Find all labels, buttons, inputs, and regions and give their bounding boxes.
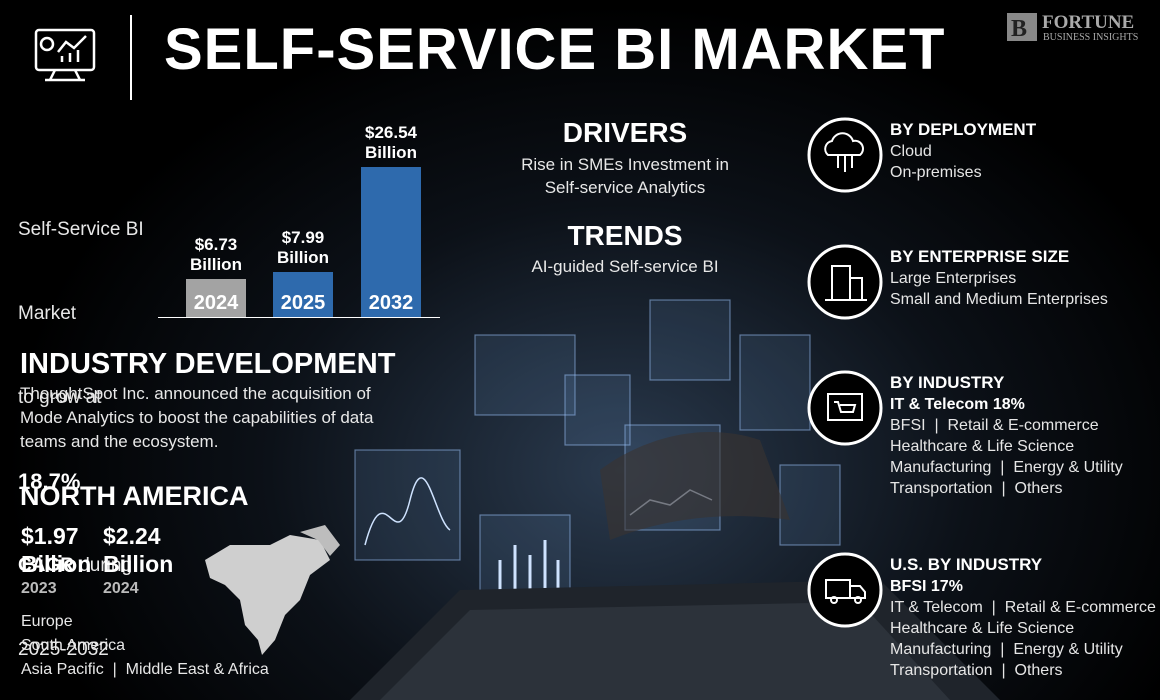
trends-title: TRENDS — [567, 220, 683, 251]
na-stat-year: 2024 — [103, 580, 139, 597]
growth-text: Self-Service BI — [18, 219, 144, 240]
segment-title: U.S. BY INDUSTRY — [890, 555, 1043, 574]
growth-block: Self-Service BI Market to grow at 18.7% … — [18, 160, 144, 700]
bar-category: 2032 — [368, 292, 414, 314]
bar: 2025 — [273, 271, 333, 317]
na-stat-value: $1.97 Billion — [21, 523, 92, 577]
growth-rate: 18.7% — [18, 469, 81, 494]
segment-line: BFSI | Retail & E-commerce — [890, 417, 1099, 434]
drivers-title: DRIVERS — [562, 117, 688, 148]
industry-dev-title: INDUSTRY DEVELOPMENT — [20, 348, 396, 380]
segment-line: Healthcare & Life Science — [890, 438, 1075, 455]
logo-name: FORTUNE — [1042, 12, 1135, 33]
na-stat-year: 2023 — [21, 580, 57, 597]
segment-line: Small and Medium Enterprises — [890, 291, 1108, 308]
segment-line: On-premises — [890, 164, 982, 181]
drivers-text: Rise in SMEs Investment in Self-service … — [521, 155, 729, 197]
na-regions: Europe South America Asia Pacific | Middle… — [21, 610, 269, 682]
segment-highlight: BFSI 17% — [890, 578, 963, 595]
segment-highlight: IT & Telecom 18% — [890, 396, 1025, 413]
trends-text: AI-guided Self-service BI — [531, 257, 719, 276]
segment: BY DEPLOYMENT Cloud On-premises — [890, 119, 1036, 183]
page-title: SELF-SERVICE BI MARKET — [164, 17, 946, 82]
na-region: South America — [21, 637, 126, 654]
growth-text: during — [79, 555, 133, 576]
logo-tagline: BUSINESS INSIGHTS — [1043, 32, 1139, 43]
segment: U.S. BY INDUSTRY BFSI 17% IT & Telecom | R… — [890, 554, 1156, 681]
bar: 2024 — [186, 278, 246, 317]
na-region: Asia Pacific | Middle East & Africa — [21, 661, 269, 678]
industry-dev-text: ThoughtSpot Inc. announced the acquisiti… — [20, 384, 374, 451]
bar-category: 2025 — [280, 292, 326, 314]
growth-cagr: CAGR — [18, 555, 74, 576]
segment-line: Large Enterprises — [890, 270, 1017, 287]
market-chart: 2024 $6.73 Billion 2025 $7.99 Billion 2032 $2… — [158, 123, 440, 318]
na-title: NORTH AMERICA — [20, 481, 249, 511]
bar-value-label: $7.99 Billion — [277, 227, 329, 267]
na-stat-value: $2.24 Billion — [103, 523, 174, 577]
growth-text: Market — [18, 303, 77, 324]
segment-line: Cloud — [890, 143, 932, 160]
bar-value-label: $6.73 Billion — [190, 234, 242, 274]
segment-line: Transportation | Others — [890, 662, 1063, 679]
bar-category: 2024 — [193, 292, 239, 314]
segment-line: Manufacturing | Energy & Utility — [890, 459, 1123, 476]
segment: BY INDUSTRY IT & Telecom 18% BFSI | Retail… — [890, 372, 1123, 499]
svg-text:B: B — [1011, 16, 1027, 42]
bar-value-label: $26.54 Billion — [365, 123, 417, 162]
growth-period: 2025-2032 — [18, 639, 109, 660]
segment-title: BY DEPLOYMENT — [890, 120, 1037, 139]
segment: BY ENTERPRISE SIZE Large Enterprises Small… — [890, 246, 1108, 310]
bar: 2032 — [361, 167, 421, 317]
segment-line: IT & Telecom | Retail & E-commerce — [890, 599, 1156, 616]
segment-line: Manufacturing | Energy & Utility — [890, 641, 1123, 658]
segment-line: Healthcare & Life Science — [890, 620, 1075, 637]
na-region: Europe — [21, 613, 73, 630]
segment-title: BY INDUSTRY — [890, 373, 1005, 392]
growth-text: to grow at — [18, 387, 102, 408]
segment-line: Transportation | Others — [890, 480, 1063, 497]
segment-title: BY ENTERPRISE SIZE — [890, 247, 1070, 266]
